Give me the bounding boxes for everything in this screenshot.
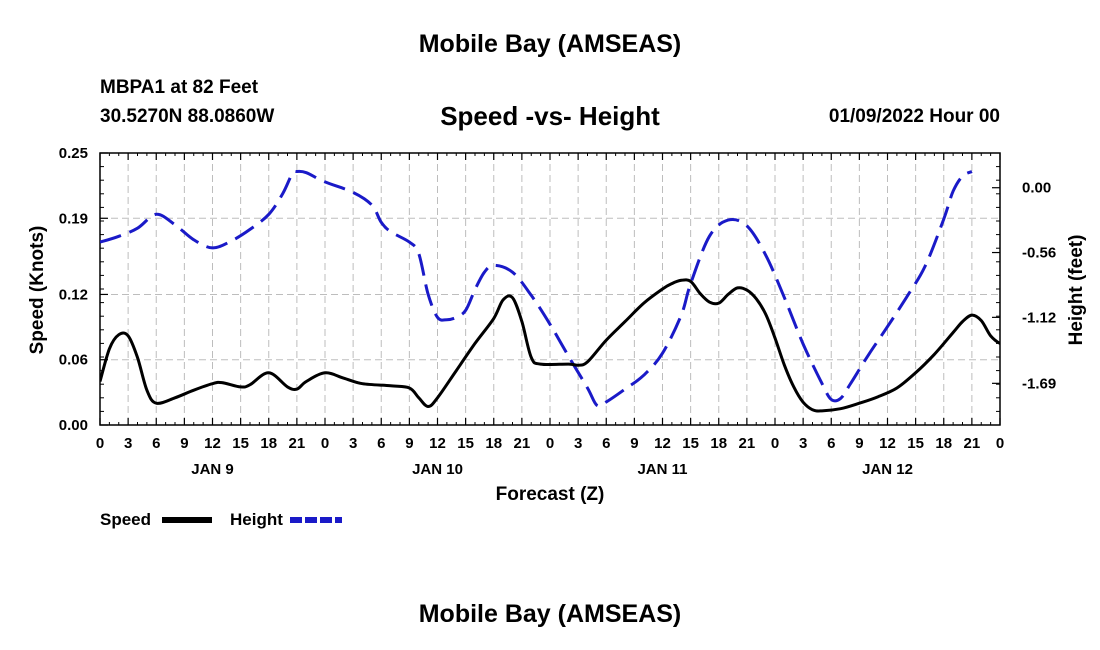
y-tick-label: 0.00 [59, 417, 88, 434]
x-tick-label: 6 [152, 435, 160, 452]
x-tick-label: 21 [514, 435, 531, 452]
y-tick-label: 0.19 [59, 210, 88, 227]
day-label: JAN 11 [637, 461, 687, 478]
x-tick-label: 18 [485, 435, 502, 452]
x-tick-label: 18 [935, 435, 952, 452]
x-axis-label: Forecast (Z) [496, 484, 605, 505]
x-tick-label: 9 [180, 435, 188, 452]
x-tick-label: 12 [204, 435, 221, 452]
day-label: JAN 12 [862, 461, 913, 478]
tick-labels: 0 3 6 9 12 15 18 21 0 3 6 9 12 15 18 21 0 3 6 9 12 15 18 21 0 3 6 9… [59, 145, 1056, 478]
legend-speed-label: Speed [100, 510, 151, 529]
x-tick-label: 0 [96, 435, 104, 452]
y-tick-label: 0.06 [59, 352, 88, 369]
y2-axis-label: Height (feet) [1066, 235, 1087, 346]
page-title: Mobile Bay (AMSEAS) [418, 30, 682, 58]
x-tick-label: 9 [405, 435, 413, 452]
y2-tick-label: -0.56 [1022, 245, 1056, 262]
x-tick-label: 6 [602, 435, 610, 452]
x-tick-label: 15 [232, 435, 249, 452]
x-tick-label: 6 [377, 435, 385, 452]
x-tick-label: 0 [546, 435, 554, 452]
x-tick-label: 0 [996, 435, 1004, 452]
y-axis-label: Speed (Knots) [27, 226, 48, 355]
y2-tick-label: 0.00 [1022, 180, 1051, 197]
y2-tick-label: -1.69 [1022, 375, 1056, 392]
x-tick-label: 21 [739, 435, 756, 452]
legend: Speed Height [100, 510, 342, 529]
x-tick-label: 18 [710, 435, 727, 452]
chart-subtitle: Speed -vs- Height [440, 101, 660, 131]
x-tick-label: 18 [260, 435, 277, 452]
day-label: JAN 10 [412, 461, 463, 478]
x-tick-label: 0 [321, 435, 329, 452]
x-tick-label: 12 [879, 435, 896, 452]
forecast-datetime: 01/09/2022 Hour 00 [828, 106, 1000, 127]
x-tick-label: 15 [682, 435, 699, 452]
x-tick-label: 6 [827, 435, 835, 452]
series-height-line [100, 169, 973, 408]
day-label: JAN 9 [191, 461, 234, 478]
axis-ticks [99, 152, 1001, 426]
x-tick-label: 3 [349, 435, 357, 452]
x-tick-label: 3 [799, 435, 807, 452]
series-speed-line [100, 278, 1000, 413]
y2-tick-label: -1.12 [1022, 309, 1056, 326]
x-tick-label: 12 [429, 435, 446, 452]
grid-lines [100, 153, 1000, 425]
x-tick-label: 21 [289, 435, 306, 452]
y-tick-label: 0.12 [59, 286, 88, 303]
y-tick-label: 0.25 [59, 145, 88, 162]
x-tick-label: 9 [630, 435, 638, 452]
x-tick-label: 21 [964, 435, 981, 452]
station-label: MBPA1 at 82 Feet [100, 77, 259, 98]
x-tick-label: 9 [855, 435, 863, 452]
x-tick-label: 3 [574, 435, 582, 452]
series-layer [100, 169, 1000, 413]
x-tick-label: 15 [457, 435, 474, 452]
x-tick-label: 0 [771, 435, 779, 452]
station-coordinates: 30.5270N 88.0860W [100, 106, 275, 127]
x-tick-label: 12 [654, 435, 671, 452]
x-tick-label: 15 [907, 435, 924, 452]
legend-height-label: Height [230, 510, 283, 529]
page-title-repeat: Mobile Bay (AMSEAS) [418, 600, 682, 628]
x-tick-label: 3 [124, 435, 132, 452]
